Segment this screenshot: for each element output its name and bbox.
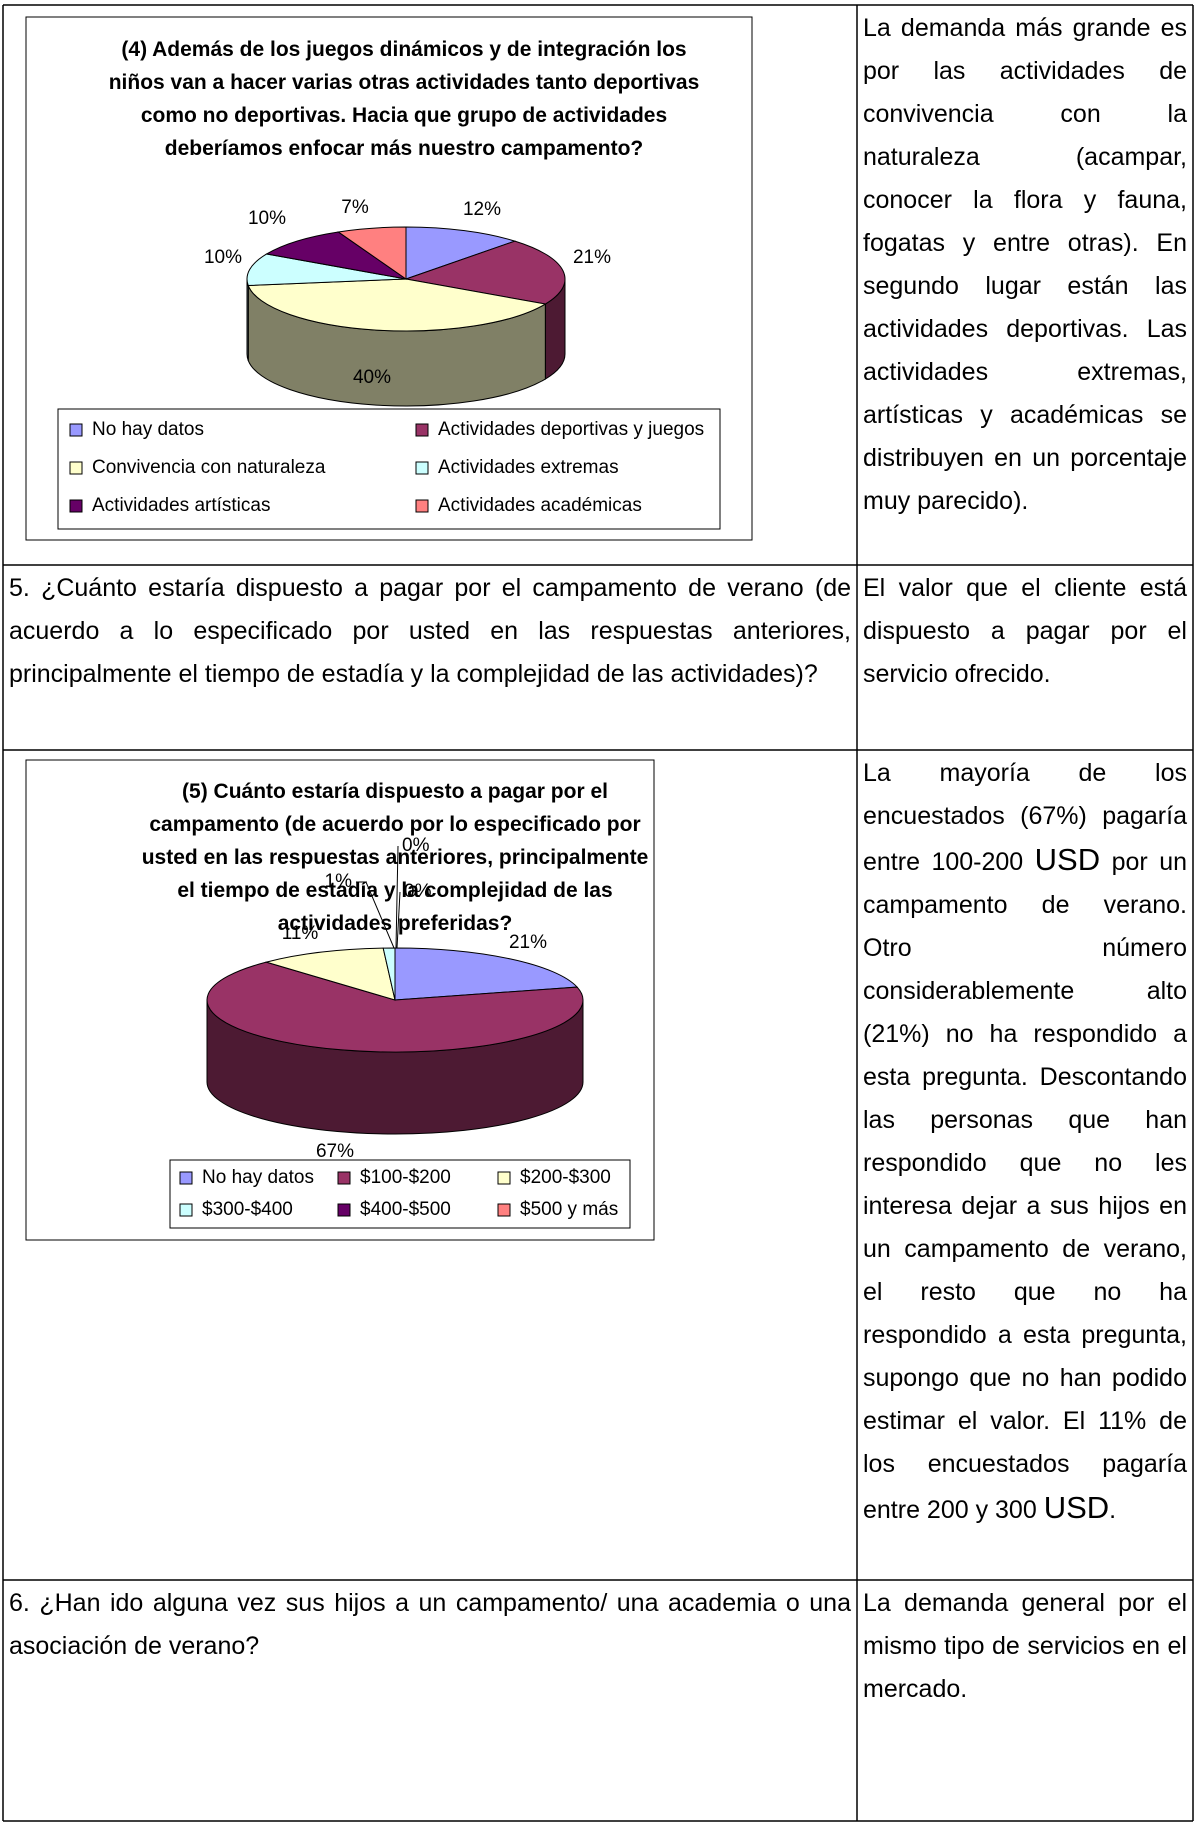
text: La mayoría de los encuestados (67%) paga…: [863, 759, 1187, 876]
pie-label: 12%: [463, 199, 501, 220]
legend-swatch: [415, 499, 429, 513]
pie-top: [404, 240, 566, 305]
legend-frame: [169, 1159, 631, 1229]
pie-side: [246, 278, 249, 361]
legend-label: Actividades deportivas y juegos: [438, 419, 704, 440]
leader-line: [396, 891, 401, 949]
legend-label: Actividades extremas: [438, 457, 619, 478]
text: .: [1109, 1496, 1117, 1524]
pie-label: 40%: [353, 367, 391, 388]
pie-top: [264, 947, 396, 1001]
pie-label: 1%: [325, 871, 353, 892]
legend-swatch: [497, 1203, 511, 1217]
pie-top: [246, 253, 407, 287]
pie-label: 21%: [509, 932, 547, 953]
pie-tops: [246, 226, 566, 332]
pie-top: [265, 231, 407, 280]
legend-label: $300-$400: [202, 1199, 293, 1220]
pie-top: [206, 961, 584, 1053]
legend-swatch: [415, 423, 429, 437]
legend-swatch: [69, 461, 83, 475]
pie-label: 0%: [402, 835, 430, 856]
question-cell: 6. ¿Han ido alguna vez sus hijos a un ca…: [9, 1589, 851, 1660]
pie-label: 7%: [341, 197, 369, 218]
pie-top: [394, 947, 579, 1001]
legend-swatch: [179, 1203, 193, 1217]
pie-label: 67%: [316, 1141, 354, 1162]
legend-swatch: [69, 423, 83, 437]
legend-label: $400-$500: [360, 1199, 451, 1220]
leader-line: [356, 881, 395, 949]
pie-label: 10%: [204, 247, 242, 268]
chart-frame: [25, 16, 753, 541]
table-grid: [2, 4, 1194, 1822]
legend-swatch: [497, 1171, 511, 1185]
legend-label: $100-$200: [360, 1167, 451, 1188]
pie-label: 0%: [404, 881, 432, 902]
pie-label: 21%: [573, 247, 611, 268]
leader-line: [395, 845, 399, 949]
legend-swatch: [337, 1203, 351, 1217]
pie-label: 11%: [282, 923, 319, 944]
legend-label: $500 y más: [520, 1199, 618, 1220]
question-cell: 5. ¿Cuánto estaría dispuesto a pagar por…: [9, 574, 851, 688]
legend-label: No hay datos: [202, 1167, 314, 1188]
pie-top: [382, 947, 396, 1001]
text: USD: [1034, 842, 1101, 877]
legend-label: No hay datos: [92, 419, 204, 440]
pie-tops: [206, 947, 584, 1053]
text: USD: [1043, 1490, 1110, 1525]
legend-label: Convivencia con naturaleza: [92, 457, 326, 478]
pie-top: [247, 278, 547, 332]
answer-cell: La demanda general por el mismo tipo de …: [863, 1589, 1187, 1703]
legend-label: Actividades académicas: [438, 495, 642, 516]
chart-frame: [25, 759, 655, 1241]
legend-frame: [57, 408, 721, 530]
chart-title: (4) Además de los juegos dinámicos y de …: [108, 38, 700, 160]
text: por un campamento de verano. Otro número…: [863, 848, 1187, 1524]
legend-swatch: [69, 499, 83, 513]
pie-top: [405, 226, 517, 280]
legend-swatch: [179, 1171, 193, 1185]
legend-swatch: [337, 1171, 351, 1185]
pie-label: 10%: [248, 208, 286, 229]
legend-label: Actividades artísticas: [92, 495, 270, 516]
answer-cell: La mayoría de los encuestados (67%) paga…: [857, 750, 1193, 1580]
legend-swatch: [415, 461, 429, 475]
pie-top: [336, 226, 407, 280]
chart-title: (5) Cuánto estaría dispuesto a pagar por…: [141, 780, 649, 935]
answer-cell: El valor que el cliente está dispuesto a…: [863, 574, 1187, 688]
answer-cell: La demanda más grande es por las activid…: [863, 14, 1187, 515]
legend-label: $200-$300: [520, 1167, 611, 1188]
